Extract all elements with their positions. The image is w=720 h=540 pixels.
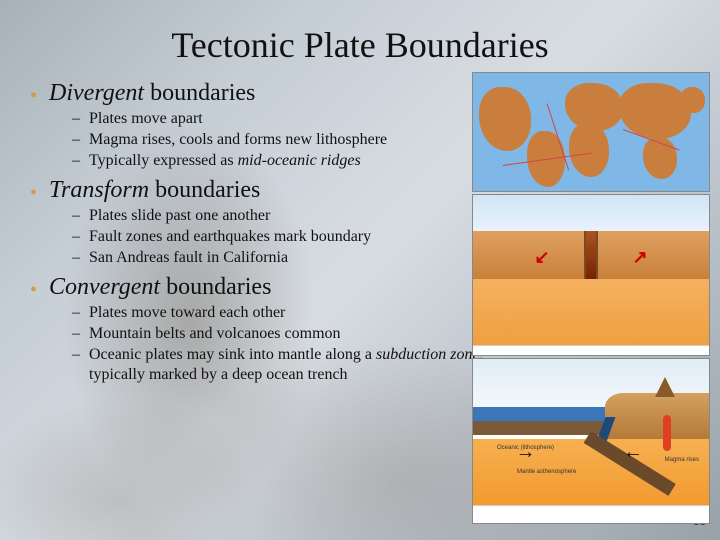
- figure-label: Magma rises: [665, 457, 699, 463]
- volcano-icon: [655, 377, 675, 397]
- dash-icon: –: [72, 206, 80, 226]
- figure-plate-map: [472, 72, 710, 192]
- heading-rest: boundaries: [160, 274, 271, 300]
- figure-label: Oceanic (lithosphere): [497, 445, 554, 451]
- heading-italic: Divergent: [49, 80, 144, 106]
- figure-transform-boundary: ↙ ↗: [472, 194, 710, 356]
- dash-icon: –: [72, 130, 80, 150]
- dash-icon: –: [72, 324, 80, 344]
- slide-title: Tectonic Plate Boundaries: [28, 24, 692, 66]
- bullet-dot-icon: •: [30, 183, 37, 203]
- motion-arrow-icon: ↙: [534, 247, 549, 268]
- dash-icon: –: [72, 109, 80, 129]
- heading-italic: Transform: [49, 177, 149, 203]
- dash-icon: –: [72, 345, 80, 365]
- dash-icon: –: [72, 227, 80, 247]
- slide: Tectonic Plate Boundaries • Divergent bo…: [0, 0, 720, 540]
- bullet-dot-icon: •: [30, 86, 37, 106]
- figure-column: ↙ ↗ → ← Oceanic (lithosphere) Mantle ast…: [472, 72, 710, 524]
- dash-icon: –: [72, 151, 80, 171]
- figure-label: Mantle asthenosphere: [517, 469, 576, 475]
- bullet-dot-icon: •: [30, 280, 37, 300]
- heading-rest: boundaries: [144, 80, 255, 106]
- figure-convergent-boundary: → ← Oceanic (lithosphere) Mantle astheno…: [472, 358, 710, 524]
- dash-icon: –: [72, 303, 80, 323]
- heading-rest: boundaries: [149, 177, 260, 203]
- dash-icon: –: [72, 248, 80, 268]
- motion-arrow-icon: ←: [623, 441, 643, 464]
- heading-italic: Convergent: [49, 274, 160, 300]
- motion-arrow-icon: ↗: [633, 247, 648, 268]
